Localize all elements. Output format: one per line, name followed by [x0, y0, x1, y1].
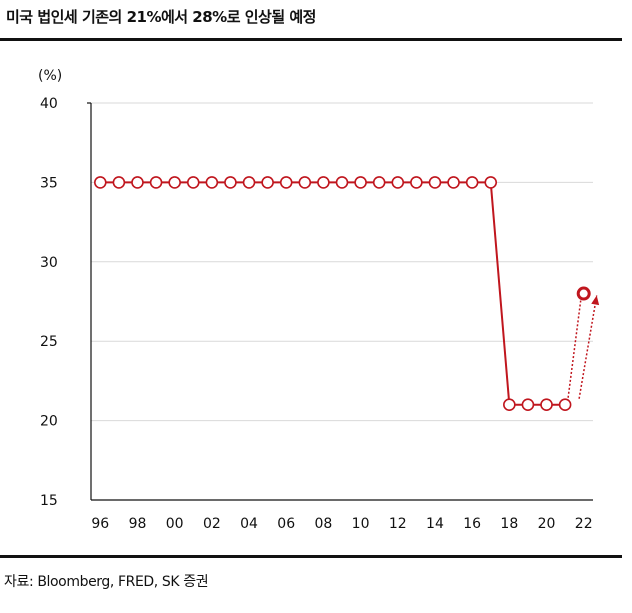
data-point-2006	[279, 176, 293, 189]
y-tick-25: 25	[40, 334, 58, 350]
y-tick-20: 20	[40, 414, 58, 430]
data-point-2000	[168, 176, 181, 189]
data-point-proposed-2022	[576, 286, 591, 301]
data-point-1997	[112, 176, 126, 189]
data-point-2004	[242, 176, 256, 189]
data-point-1996	[93, 176, 107, 189]
data-point-2005	[261, 176, 274, 189]
x-tick-08: 08	[314, 516, 332, 532]
series-line-actual	[100, 181, 566, 406]
y-tick-15: 15	[40, 493, 58, 509]
x-tick-16: 16	[463, 516, 481, 532]
bottom-rule	[0, 555, 622, 558]
data-point-2010	[354, 176, 367, 189]
top-rule	[0, 38, 622, 41]
data-point-2009	[335, 176, 349, 189]
x-tick-labels: 96 98 00 02 04 06 08 10 12 14 16 18 20 22	[91, 516, 592, 532]
x-tick-02: 02	[203, 516, 221, 532]
x-tick-14: 14	[426, 516, 444, 532]
data-point-2019	[521, 398, 535, 412]
x-tick-06: 06	[277, 516, 295, 532]
x-tick-96: 96	[91, 516, 109, 532]
data-point-2014	[428, 176, 442, 189]
y-axis-unit-label: (%)	[38, 68, 62, 84]
x-tick-12: 12	[389, 516, 407, 532]
data-point-2008	[317, 176, 330, 189]
data-point-2017	[484, 176, 498, 189]
data-points	[93, 176, 591, 412]
x-tick-22: 22	[575, 516, 593, 532]
data-point-1999	[149, 176, 163, 189]
axes	[87, 102, 593, 501]
gridlines	[91, 102, 593, 422]
y-tick-40: 40	[40, 96, 58, 112]
data-point-2011	[372, 176, 386, 189]
annotation-arrows	[567, 295, 600, 399]
data-point-2001	[186, 176, 200, 189]
data-point-2018	[503, 398, 516, 412]
data-point-2003	[224, 176, 237, 189]
data-point-2016	[465, 176, 479, 189]
data-point-2013	[410, 176, 423, 189]
dotted-arrow-line	[578, 295, 598, 399]
dotted-line-left	[567, 300, 582, 398]
data-point-1998	[131, 176, 144, 189]
y-tick-30: 30	[40, 255, 58, 271]
data-point-2012	[391, 176, 405, 189]
x-tick-98: 98	[129, 516, 147, 532]
x-tick-04: 04	[240, 516, 258, 532]
x-tick-10: 10	[352, 516, 370, 532]
series-lines	[100, 181, 566, 406]
y-tick-labels: 15 20 25 30 35 40	[40, 96, 58, 509]
data-point-2015	[447, 176, 460, 189]
data-point-2021	[558, 398, 572, 412]
source-note: 자료: Bloomberg, FRED, SK 증권	[4, 574, 209, 590]
data-point-2007	[298, 176, 312, 189]
arrow-head	[591, 295, 600, 306]
x-tick-00: 00	[166, 516, 184, 532]
x-tick-20: 20	[538, 516, 556, 532]
data-point-2020	[540, 398, 553, 412]
chart-title: 미국 법인세 기존의 21%에서 28%로 인상될 예정	[6, 8, 316, 26]
data-point-2002	[205, 176, 219, 189]
y-tick-35: 35	[40, 175, 58, 191]
x-tick-18: 18	[500, 516, 518, 532]
